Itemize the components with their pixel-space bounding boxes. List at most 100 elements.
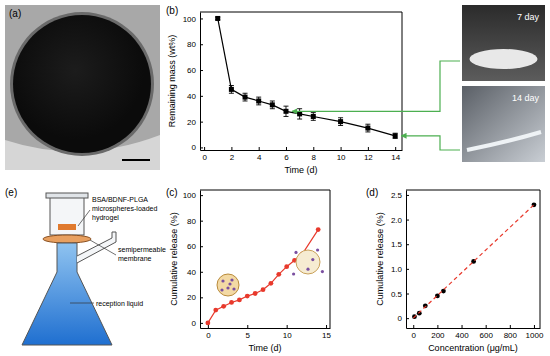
y-axis-line: [200, 191, 201, 329]
x-tick-label: 12: [364, 153, 373, 162]
x-tick-mark: [462, 325, 463, 328]
x-tick: 5: [246, 325, 251, 340]
cartoon-particle: [232, 287, 235, 290]
plot-area: [215, 16, 397, 138]
data-point: [270, 102, 275, 107]
x-tick-mark: [486, 325, 487, 328]
y-tick: 0: [192, 143, 203, 152]
x-tick: 6: [284, 147, 289, 162]
x-tick: 8: [312, 147, 317, 162]
data-point: [213, 308, 218, 313]
error-bar: [393, 133, 398, 138]
leader-line: [78, 210, 90, 226]
cartoon-particle: [220, 288, 223, 291]
x-tick-mark: [534, 325, 535, 328]
x-tick: 14: [391, 147, 400, 162]
data-point: [229, 300, 234, 305]
x-tick: 10: [283, 325, 292, 340]
x-tick-label: 200: [431, 331, 445, 340]
y-tick-label: 1.5: [391, 240, 403, 249]
tem-image: [5, 5, 160, 170]
arrow: [401, 136, 460, 150]
y-tick-label: 2.0: [391, 216, 403, 225]
panel-label: (e): [5, 187, 17, 198]
x-tick-mark: [326, 325, 327, 328]
y-tick-mark: [200, 195, 203, 196]
y-tick: 80: [187, 217, 203, 226]
x-tick: 0: [202, 147, 207, 162]
y-tick-mark: [406, 318, 409, 319]
x-tick: 800: [504, 325, 518, 340]
cartoon-particle: [228, 282, 231, 285]
y-tick-mark: [200, 246, 203, 247]
y-axis-title: Cumulative release (%): [169, 212, 179, 306]
data-point: [221, 304, 226, 309]
membrane: [43, 235, 91, 243]
panel-label: (d): [366, 187, 378, 198]
photo-label: 7 day: [517, 12, 540, 22]
error-bar: [338, 118, 343, 126]
cartoon-particle: [311, 258, 314, 261]
franz-cell: BSA/BDNF-PLGAmicrospheres-loadedhydrogel…: [22, 193, 166, 345]
y-tick: 0.5: [391, 290, 409, 299]
y-tick: 80: [187, 40, 203, 49]
y-tick-mark: [200, 70, 203, 71]
cartoon-particle: [230, 278, 233, 281]
data-point: [338, 119, 343, 124]
x-tick: 400: [455, 325, 469, 340]
x-tick: 1000: [526, 325, 544, 340]
y-tick-mark: [200, 18, 203, 19]
x-tick-label: 0: [412, 331, 417, 340]
x-tick-label: 15: [322, 331, 331, 340]
frame-top: [406, 190, 540, 191]
data-point: [365, 126, 370, 131]
data-point: [311, 114, 316, 119]
figure: (a)02468101214020406080100Time (d)Remain…: [0, 0, 550, 356]
panel-label: (b): [166, 5, 178, 16]
y-tick: 40: [187, 268, 203, 277]
series-line: [208, 230, 318, 323]
error-bar: [256, 97, 261, 105]
error-bar: [311, 113, 316, 121]
chart-3: 0200400600800100000.51.01.52.02.5Concent…: [375, 190, 544, 353]
x-tick-mark: [368, 147, 369, 150]
y-tick-mark: [200, 221, 203, 222]
tem-background: [5, 5, 160, 170]
y-tick: 20: [187, 118, 203, 127]
x-tick-label: 4: [257, 153, 262, 162]
frame-right: [402, 12, 403, 150]
x-tick: 12: [364, 147, 373, 162]
y-tick: 0: [192, 319, 203, 328]
figure-svg: (a)02468101214020406080100Time (d)Remain…: [0, 0, 550, 356]
y-tick: 2.0: [391, 216, 409, 225]
y-tick-label: 20: [187, 118, 196, 127]
y-tick-label: 100: [183, 191, 197, 200]
y-tick-mark: [200, 297, 203, 298]
photos: 7 day14 day: [292, 5, 545, 162]
x-tick-label: 10: [337, 153, 346, 162]
cartoon-particle: [221, 279, 224, 282]
error-bar: [365, 124, 370, 132]
x-tick-label: 0: [202, 153, 207, 162]
x-tick: 15: [322, 325, 331, 340]
chart-2: 051015020406080100Time (d)Cumulative rel…: [169, 190, 332, 353]
error-bar: [270, 101, 275, 109]
x-tick-mark: [247, 325, 248, 328]
y-tick-mark: [200, 44, 203, 45]
x-tick: 10: [337, 147, 346, 162]
x-tick: 2: [230, 147, 235, 162]
y-axis-line: [406, 191, 407, 329]
x-tick-mark: [286, 147, 287, 150]
data-point: [284, 264, 289, 269]
x-axis-title: Time (d): [248, 343, 281, 353]
diagram-label: microspheres-loaded: [92, 205, 157, 213]
hydrogel: [58, 224, 76, 230]
x-axis-line: [201, 328, 331, 329]
diagram-label: hydrogel: [92, 214, 119, 222]
y-tick: 60: [187, 242, 203, 251]
diagram-label: semipermeable: [118, 246, 166, 254]
error-bar: [297, 109, 302, 119]
x-tick-mark: [413, 325, 414, 328]
y-tick-label: 0: [192, 143, 197, 152]
diagram-label: membrane: [118, 255, 152, 262]
